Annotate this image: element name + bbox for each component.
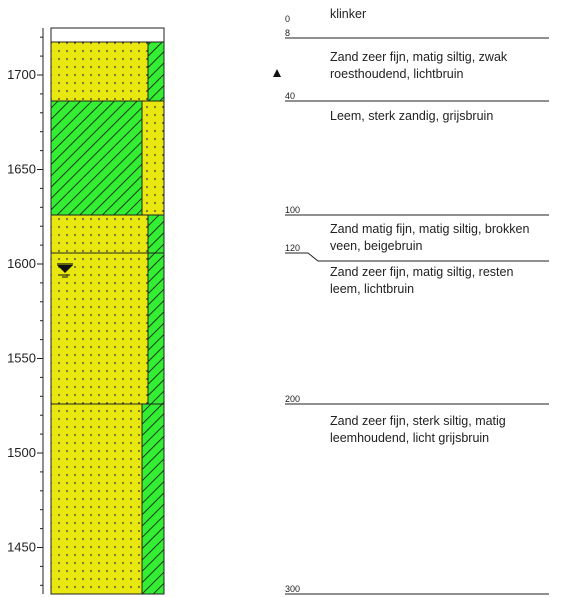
layer-description-line: roesthoudend, lichtbruin bbox=[330, 67, 463, 81]
layer-klinker bbox=[50, 27, 165, 43]
layer-description-line: leem, lichtbruin bbox=[330, 282, 414, 296]
depth-label: 300 bbox=[285, 584, 300, 594]
layer-description-line: Zand zeer fijn, matig siltig, resten bbox=[330, 265, 513, 279]
triangle-up-icon bbox=[273, 69, 281, 77]
elevation-tick-label: 1700 bbox=[7, 67, 36, 82]
elevation-tick-label: 1600 bbox=[7, 256, 36, 271]
depth-boundary-line bbox=[285, 252, 549, 262]
layer-description-line: veen, beigebruin bbox=[330, 239, 422, 253]
layer-sand-2-hatch bbox=[148, 215, 164, 253]
depth-label: 200 bbox=[285, 394, 300, 404]
depth-markers: 0 8 40 100 120 200 300 bbox=[285, 14, 549, 595]
borehole-column bbox=[50, 27, 165, 595]
layer-leem-hatch bbox=[51, 101, 142, 215]
layer-sand-3-hatch bbox=[148, 253, 164, 404]
layer-sand-1-hatch bbox=[148, 42, 164, 101]
depth-label: 40 bbox=[285, 91, 295, 101]
depth-label: 8 bbox=[285, 28, 290, 38]
layer-descriptions: klinker Zand zeer fijn, matig siltig, zwa… bbox=[330, 7, 529, 445]
elevation-tick-label: 1550 bbox=[7, 351, 36, 366]
layer-sand-2-dots bbox=[51, 215, 148, 253]
elevation-tick-label: 1500 bbox=[7, 445, 36, 460]
layer-leem-dots bbox=[142, 101, 164, 215]
layer-sand-4-dots bbox=[51, 404, 142, 594]
depth-label: 100 bbox=[285, 205, 300, 215]
depth-label: 120 bbox=[285, 243, 300, 253]
elevation-tick-label: 1450 bbox=[7, 540, 36, 555]
layer-description-line: Zand zeer fijn, matig siltig, zwak bbox=[330, 50, 508, 64]
elevation-tick-label: 1650 bbox=[7, 162, 36, 177]
layer-sand-4-hatch bbox=[142, 404, 164, 594]
layer-sand-3-dots bbox=[51, 253, 148, 404]
layer-description-line: Zand zeer fijn, sterk siltig, matig bbox=[330, 414, 506, 428]
groundwater-level-icon bbox=[57, 263, 73, 278]
elevation-axis: 1700 1650 1600 1550 1500 1450 bbox=[7, 28, 44, 594]
layer-description-line: Leem, sterk zandig, grijsbruin bbox=[330, 109, 493, 123]
layer-description-line: klinker bbox=[330, 7, 366, 21]
depth-label: 0 bbox=[285, 14, 290, 24]
layer-description-line: leemhoudend, licht grijsbruin bbox=[330, 431, 489, 445]
layer-sand-1-dots bbox=[51, 42, 148, 101]
layer-description-line: Zand matig fijn, matig siltig, brokken bbox=[330, 222, 529, 236]
